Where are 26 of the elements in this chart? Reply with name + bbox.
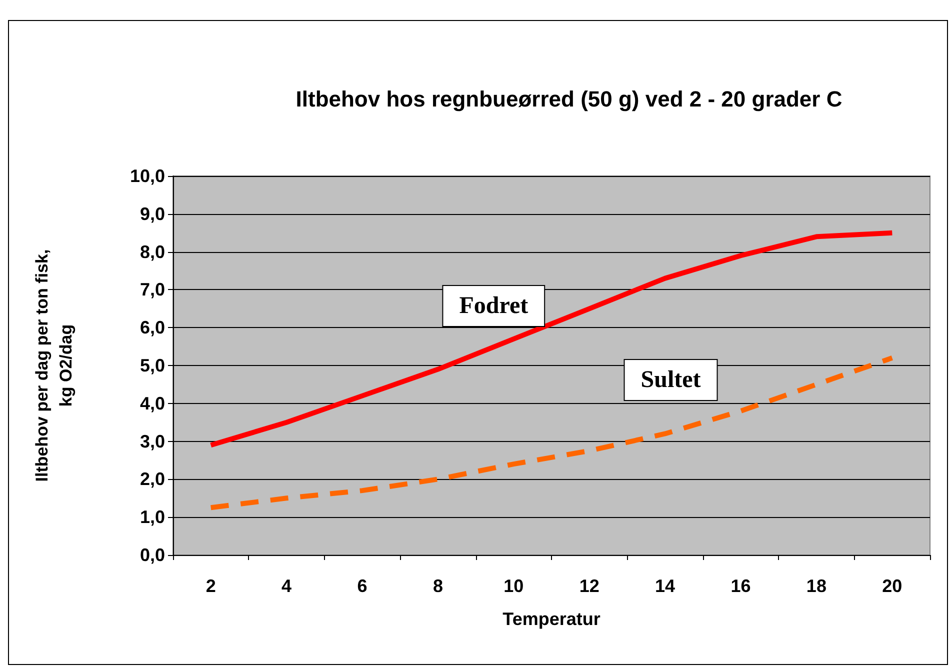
chart-title: Iltbehov hos regnbueørred (50 g) ved 2 - 20 grader C [296,86,842,112]
x-tick-label: 8 [432,576,443,596]
x-tick-label: 12 [579,576,600,596]
y-tick-label: 5,0 [140,356,165,376]
x-tick-label: 6 [357,576,368,596]
series-label: Sultet [640,366,701,393]
x-tick-label: 16 [730,576,751,596]
x-tick-label: 4 [282,576,292,596]
y-tick-label: 6,0 [140,318,165,338]
y-tick-label: 0,0 [140,545,165,565]
x-tick-label: 2 [206,576,216,596]
y-tick-label: 3,0 [140,431,165,452]
y-tick-label: 7,0 [140,280,165,300]
y-tick-label: 8,0 [140,242,165,262]
series-label: Fodret [459,292,528,319]
y-tick-label: 10,0 [130,166,165,186]
x-tick-label: 18 [806,576,826,596]
y-tick-label: 9,0 [140,204,165,224]
x-tick-label: 14 [655,576,676,596]
y-tick-label: 1,0 [140,507,165,528]
x-axis-title: Temperatur [502,609,600,629]
x-tick-label: 10 [504,576,524,596]
y-tick-label: 4,0 [140,393,165,414]
y-axis-title: Iltbehov per dag per ton fisk, kg O2/dag [32,249,76,482]
y-tick-label: 2,0 [140,469,165,490]
x-tick-label: 20 [882,576,902,596]
